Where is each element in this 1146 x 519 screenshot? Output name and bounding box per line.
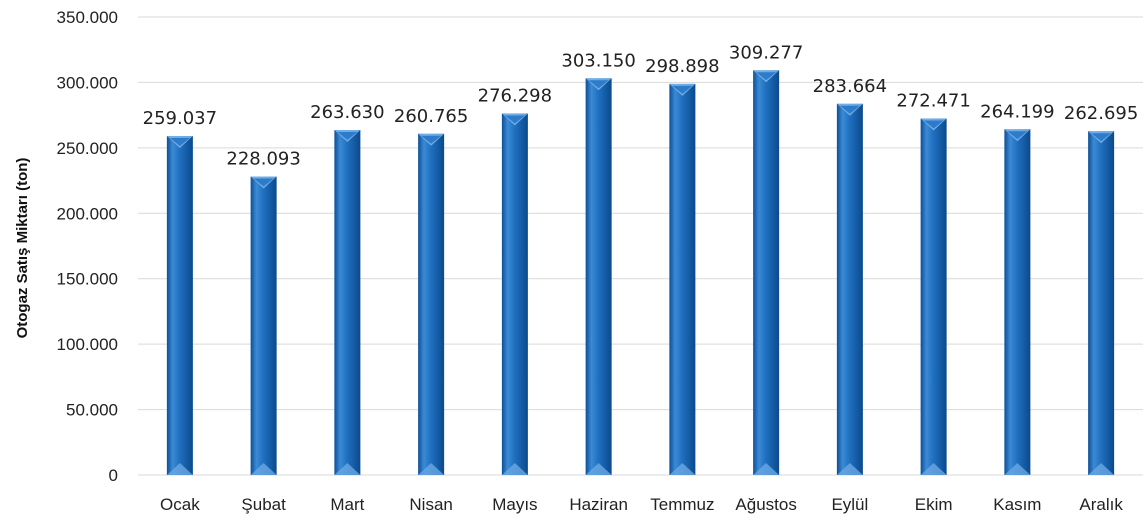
bar — [250, 176, 277, 475]
x-tick-label: Ocak — [160, 495, 200, 514]
gridlines — [138, 16, 1143, 476]
x-tick-label: Temmuz — [650, 495, 714, 514]
bar — [585, 78, 612, 475]
y-axis-ticks: 0 50.000 100.000 150.000 200.000 250.000 300.0… — [57, 8, 118, 485]
bar-top-bevel-inner — [337, 132, 358, 141]
data-labels: 259.037 228.093 263.630 260.765 276.298 303.1… — [143, 42, 1139, 169]
bar-aralık — [1088, 131, 1115, 476]
bar — [418, 133, 445, 475]
x-tick-label: Mart — [330, 495, 364, 514]
bar-bottom-bevel — [418, 463, 445, 475]
bars — [166, 70, 1115, 476]
bar — [836, 103, 863, 476]
bar-ekim — [920, 118, 947, 475]
bar-top-bevel-inner — [756, 72, 777, 81]
bar-top-bevel-inner — [253, 178, 274, 187]
bar-bottom-bevel — [1088, 463, 1115, 475]
data-label: 309.277 — [729, 42, 803, 63]
bar-mayıs — [501, 113, 528, 475]
y-tick-label: 100.000 — [57, 335, 118, 354]
bar-kasım — [1004, 129, 1031, 475]
bar-nisan — [418, 133, 445, 475]
bar-temmuz — [669, 83, 696, 476]
bar-top-bevel-inner — [421, 135, 442, 144]
x-tick-label: Ekim — [915, 495, 953, 514]
bar-bottom-bevel — [166, 463, 193, 475]
data-label: 264.199 — [980, 101, 1054, 122]
y-tick-label: 150.000 — [57, 270, 118, 289]
data-label: 260.765 — [394, 106, 468, 127]
data-label: 276.298 — [478, 85, 552, 106]
bar-top-bevel-inner — [839, 105, 860, 114]
bar-ağustos — [753, 70, 780, 476]
bar-bottom-bevel — [920, 463, 947, 475]
x-tick-label: Aralık — [1079, 495, 1123, 514]
x-tick-label: Ağustos — [735, 495, 796, 514]
data-label: 283.664 — [813, 76, 887, 97]
data-label: 262.695 — [1064, 103, 1138, 124]
bar-top-bevel-inner — [923, 120, 944, 129]
bar — [669, 83, 696, 476]
bar-bottom-bevel — [585, 463, 612, 475]
bar — [166, 136, 193, 475]
data-label: 272.471 — [896, 90, 970, 111]
bar-bottom-bevel — [1004, 463, 1031, 475]
data-label: 228.093 — [226, 149, 300, 170]
bar-ocak — [166, 136, 193, 475]
bar-bottom-bevel — [334, 463, 361, 475]
bar — [1004, 129, 1031, 475]
data-label: 259.037 — [143, 108, 217, 129]
x-tick-label: Haziran — [569, 495, 628, 514]
bar-top-bevel-inner — [672, 85, 693, 94]
bar — [920, 118, 947, 475]
x-tick-label: Şubat — [241, 495, 286, 514]
bar — [501, 113, 528, 475]
bar-haziran — [585, 78, 612, 475]
bar-bottom-bevel — [250, 463, 277, 475]
x-tick-label: Nisan — [409, 495, 452, 514]
y-tick-label: 200.000 — [57, 204, 118, 223]
bar — [1088, 131, 1115, 476]
bar — [753, 70, 780, 476]
x-tick-label: Eylül — [831, 495, 868, 514]
y-tick-label: 50.000 — [66, 401, 118, 420]
bar-top-bevel-inner — [504, 115, 525, 124]
bar-top-bevel-inner — [588, 80, 609, 89]
y-axis-title: Otogaz Satış Miktarı (ton) — [14, 158, 31, 339]
bar-top-bevel-inner — [1007, 131, 1028, 140]
bar-bottom-bevel — [501, 463, 528, 475]
bar-mart — [334, 130, 361, 476]
bar-top-bevel-inner — [169, 138, 190, 147]
bar-eylül — [836, 103, 863, 476]
x-tick-label: Mayıs — [492, 495, 537, 514]
bar-bottom-bevel — [836, 463, 863, 475]
data-label: 263.630 — [310, 102, 384, 123]
bar-şubat — [250, 176, 277, 475]
x-axis-categories: Ocak Şubat Mart Nisan Mayıs Haziran Temmuz Ağus… — [160, 495, 1123, 514]
bar — [334, 130, 361, 476]
y-tick-label: 0 — [109, 466, 118, 485]
y-tick-label: 300.000 — [57, 73, 118, 92]
y-tick-label: 250.000 — [57, 139, 118, 158]
x-tick-label: Kasım — [993, 495, 1041, 514]
data-label: 298.898 — [645, 56, 719, 77]
data-label: 303.150 — [561, 50, 635, 71]
bar-top-bevel-inner — [1091, 133, 1112, 142]
y-tick-label: 350.000 — [57, 8, 118, 27]
bar-bottom-bevel — [753, 463, 780, 475]
bar-bottom-bevel — [669, 463, 696, 475]
